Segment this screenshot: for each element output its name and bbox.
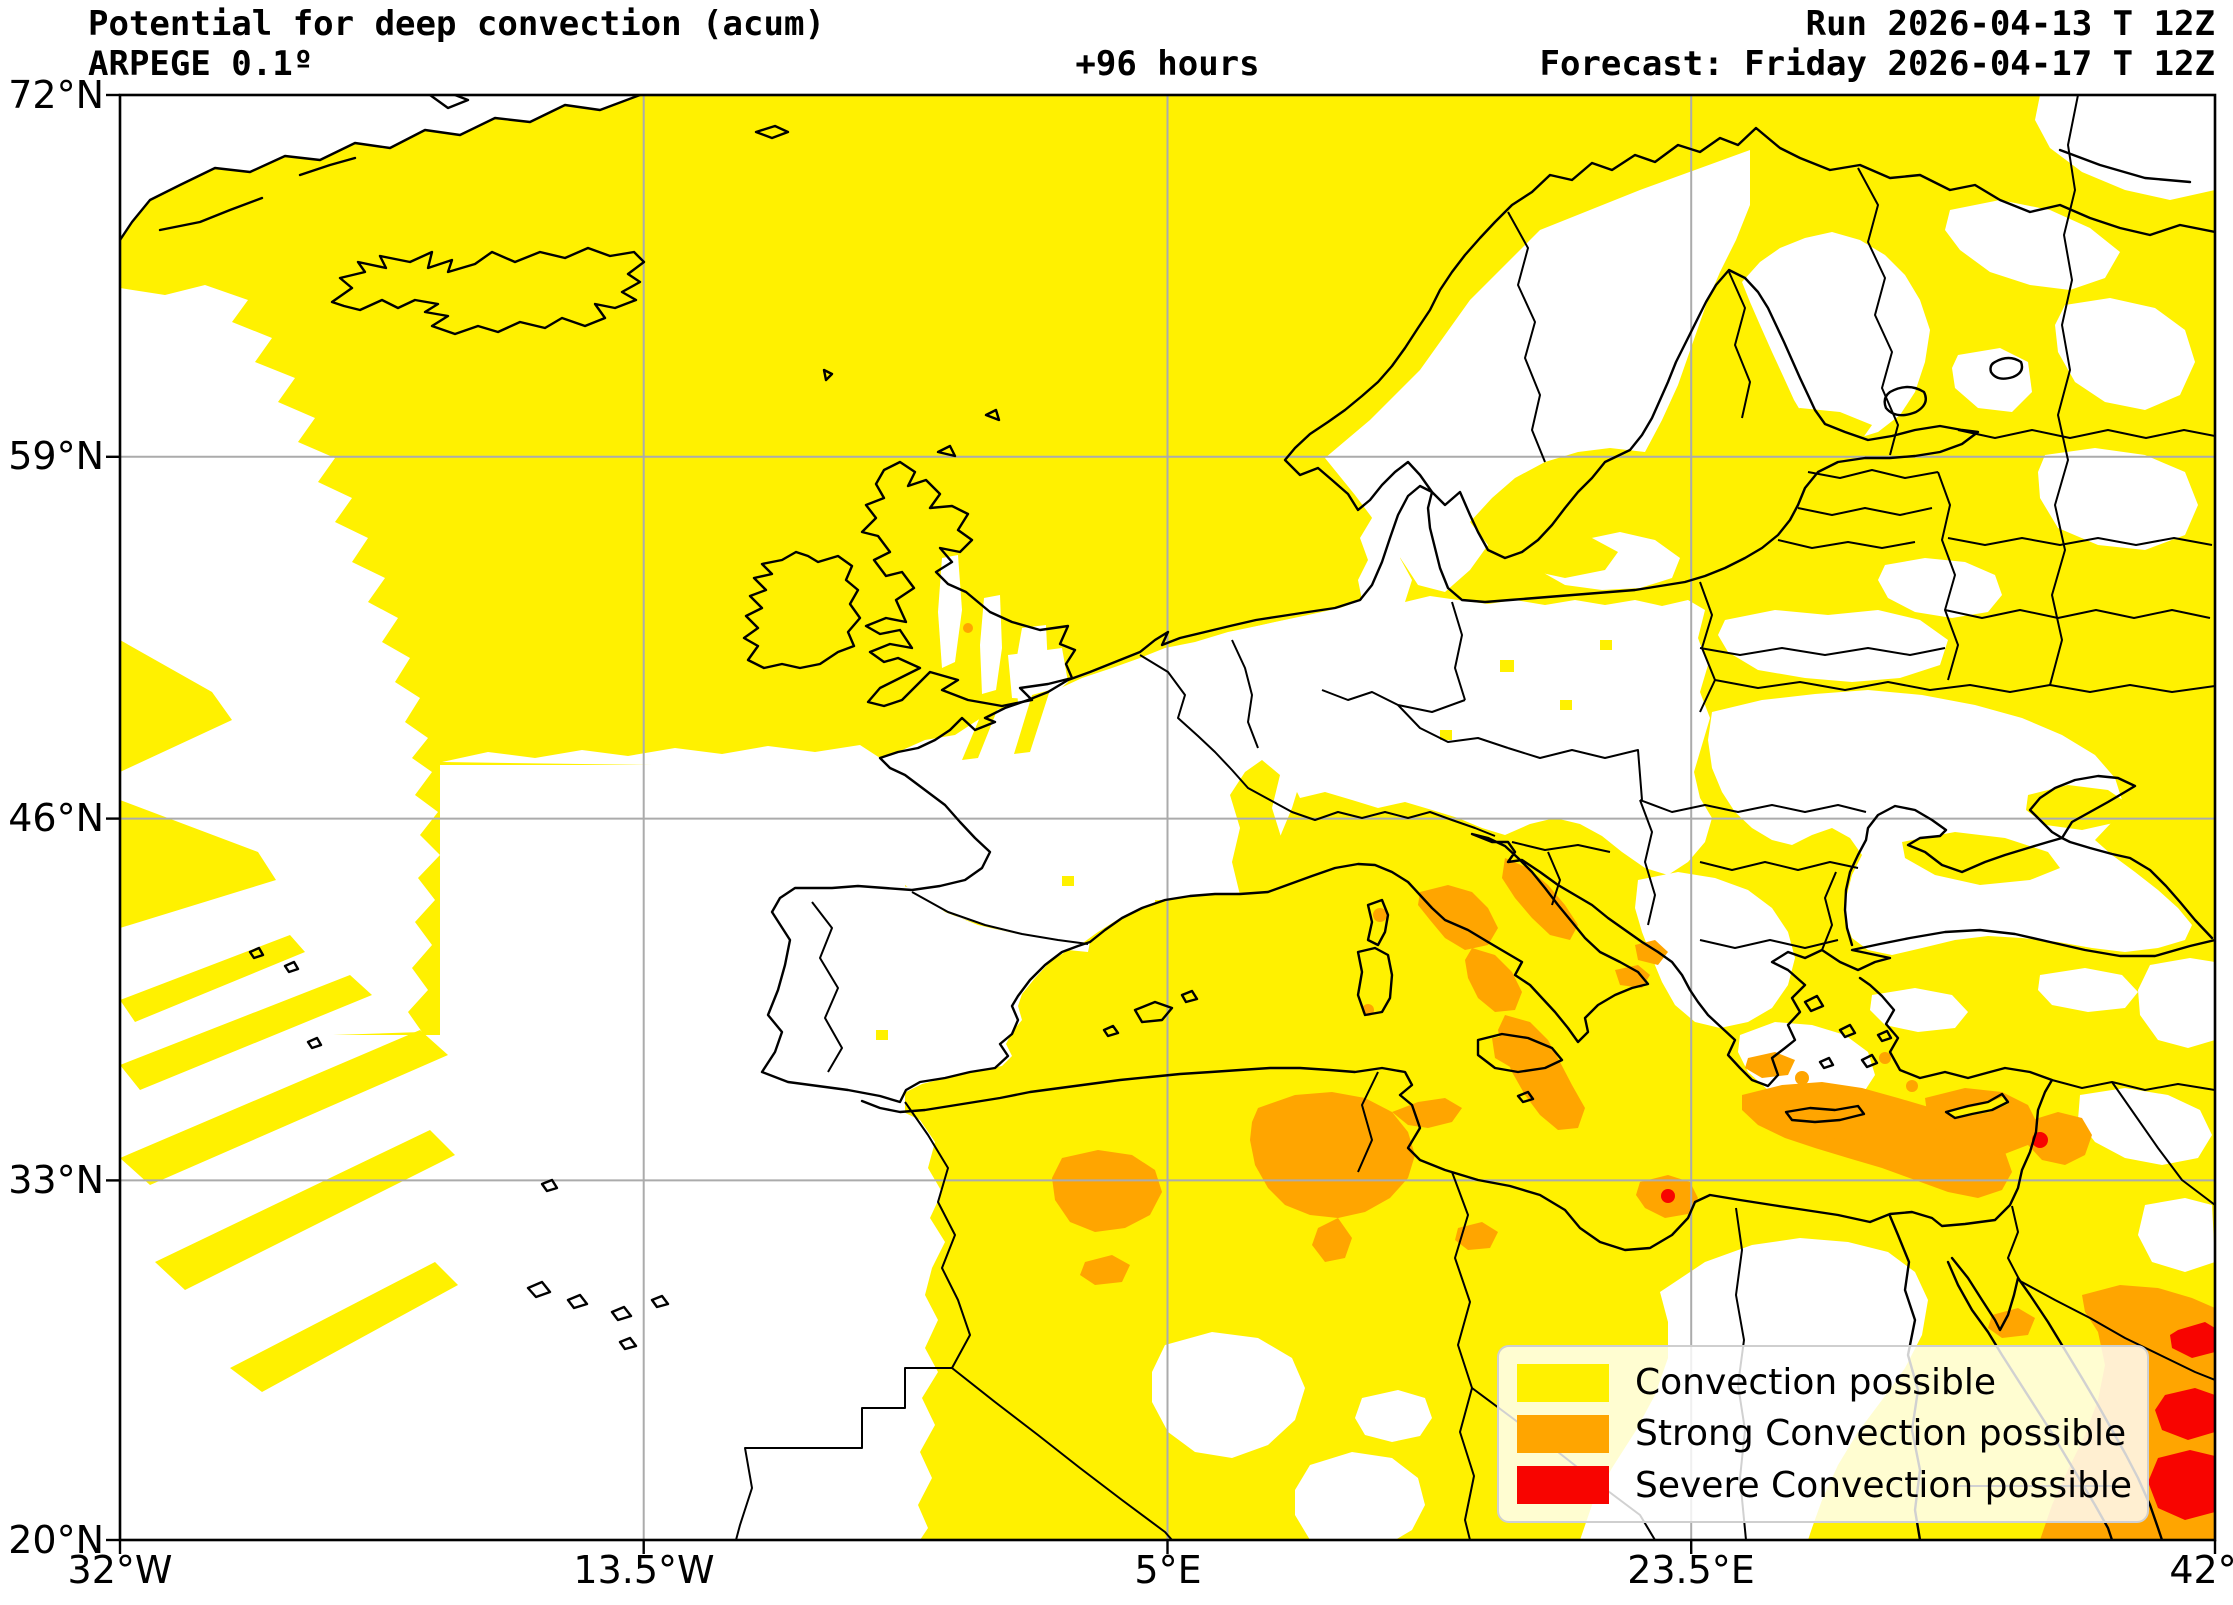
severe-convection-layer — [1661, 1132, 2215, 1520]
legend-item-severe-convection: Severe Convection possible — [1517, 1464, 2133, 1506]
coastlines — [120, 95, 2215, 1540]
legend-swatch-yellow — [1517, 1363, 1609, 1402]
run-label: Run 2026-04-13 T 12Z — [1805, 4, 2215, 44]
legend-swatch-red — [1517, 1466, 1609, 1505]
legend-label-convection: Convection possible — [1635, 1362, 1997, 1404]
lon-tick-235e: 23.5°E — [1627, 1548, 1755, 1592]
forecast-label: Forecast: Friday 2026-04-17 T 12Z — [1539, 44, 2215, 84]
legend-item-convection: Convection possible — [1517, 1362, 2129, 1403]
legend-swatch-orange — [1517, 1414, 1609, 1453]
lon-tick-135w: 13.5°W — [573, 1548, 715, 1592]
axis-ticks — [106, 93, 2217, 1554]
lead-time-label: +96 hours — [1075, 44, 1260, 84]
lat-tick-20n: 20°N — [8, 1518, 104, 1562]
lat-tick-59n: 59°N — [8, 434, 104, 478]
legend: Convection possible Strong Convection po… — [1497, 1345, 2149, 1523]
lon-tick-5e: 5°E — [1134, 1548, 1202, 1592]
lat-tick-33n: 33°N — [8, 1158, 104, 1202]
lon-tick-32w: 32°W — [67, 1548, 173, 1592]
legend-item-strong-convection: Strong Convection possible — [1517, 1413, 2129, 1454]
model-label: ARPEGE 0.1º — [88, 44, 314, 84]
country-borders — [735, 95, 2215, 1540]
lat-tick-46n: 46°N — [8, 796, 104, 840]
lat-tick-72n: 72°N — [8, 73, 104, 117]
lon-tick-42e: 42°E — [2169, 1548, 2233, 1592]
convection-possible-overlays — [120, 408, 2130, 1392]
legend-label-strong-convection: Strong Convection possible — [1635, 1413, 2127, 1455]
legend-label-severe-convection: Severe Convection possible — [1635, 1464, 2133, 1506]
page-title: Potential for deep convection (acum) — [88, 4, 825, 44]
cyprus-interior — [1948, 1096, 2008, 1118]
